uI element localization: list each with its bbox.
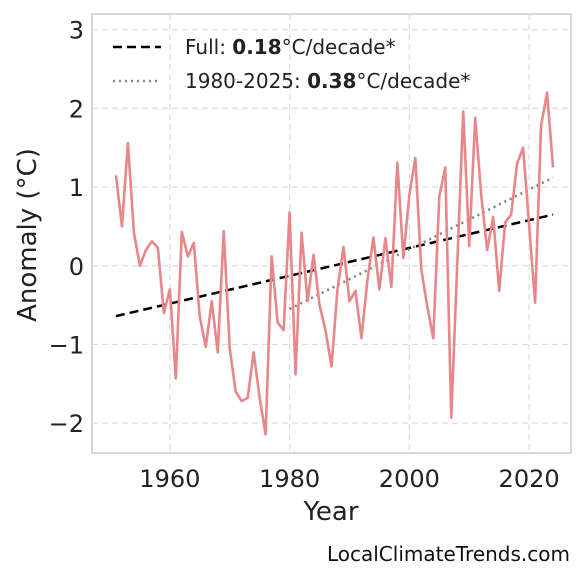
x-tick-label: 1960 xyxy=(139,465,200,493)
legend-full-label: Full: xyxy=(185,35,232,59)
x-axis-title: Year xyxy=(302,497,358,527)
y-tick-labels: −2 −1 0 1 2 3 xyxy=(49,17,84,438)
grid xyxy=(92,14,571,453)
series-group xyxy=(114,91,555,436)
recent-trend-line xyxy=(289,176,554,311)
y-tick-label: 3 xyxy=(69,17,84,45)
full-trend-line xyxy=(115,213,554,318)
legend-full-unit: °C/decade* xyxy=(282,35,396,59)
x-tick-labels: 1960 1980 2000 2020 xyxy=(139,465,559,493)
y-tick-label: −1 xyxy=(49,331,84,359)
legend: Full: 0.18°C/decade* 1980-2025: 0.38°C/d… xyxy=(113,35,470,93)
y-tick-label: −2 xyxy=(49,410,84,438)
legend-recent-label: 1980-2025: xyxy=(185,69,307,93)
trend-lines xyxy=(115,176,554,318)
legend-recent-rate: 0.38 xyxy=(307,69,356,93)
site-credit: LocalClimateTrends.com xyxy=(327,542,570,566)
y-tick-label: 1 xyxy=(69,174,84,202)
legend-recent-entry: 1980-2025: 0.38°C/decade* xyxy=(185,69,470,93)
legend-full-entry: Full: 0.18°C/decade* xyxy=(185,35,396,59)
x-tick-label: 2000 xyxy=(379,465,440,493)
x-tick-label: 1980 xyxy=(259,465,320,493)
y-axis-title: Anomaly (°C) xyxy=(13,148,43,322)
anomaly-series-line xyxy=(114,91,555,436)
legend-recent-unit: °C/decade* xyxy=(356,69,470,93)
legend-full-rate: 0.18 xyxy=(232,35,281,59)
y-tick-label: 0 xyxy=(69,253,84,281)
x-tick-label: 2020 xyxy=(499,465,560,493)
y-tick-label: 2 xyxy=(69,95,84,123)
